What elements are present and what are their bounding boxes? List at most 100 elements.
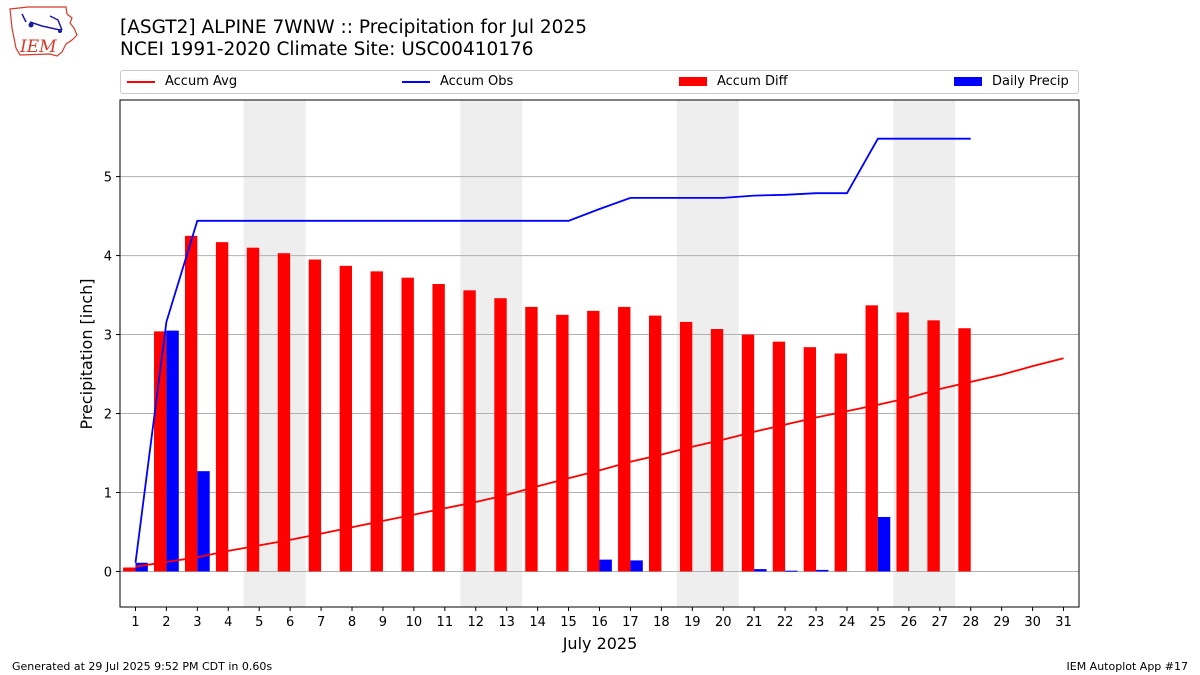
accum-diff-bar (648, 315, 662, 572)
legend-swatch-accum-obs (402, 80, 430, 83)
accum-diff-bar (494, 298, 507, 572)
x-tick-label: 15 (560, 615, 577, 630)
y-ticks: 0 1 2 3 4 5 (104, 171, 120, 580)
legend-label-daily-precip: Daily Precip (992, 74, 1069, 89)
accum-diff-bar (772, 341, 786, 572)
x-tick-label: 24 (839, 615, 856, 630)
daily-precip-bar (197, 471, 210, 572)
accum-obs-line (134, 137, 971, 563)
x-tick-label: 6 (286, 615, 294, 630)
accum-diff-bar (618, 306, 631, 572)
chart-title: [ASGT2] ALPINE 7WNW :: Precipitation for… (120, 17, 587, 38)
y-tick-label: 3 (104, 329, 112, 344)
x-tick-label: 25 (870, 615, 887, 630)
iem-logo-text: IEM (19, 37, 57, 57)
daily-precip-bar (877, 516, 891, 572)
accum-diff-bar (215, 242, 229, 572)
accum-diff-bar (803, 347, 817, 572)
legend-item-accum-diff: Accum Diff (679, 74, 788, 89)
x-tick-label: 19 (684, 615, 701, 630)
x-tick-label: 2 (162, 615, 170, 630)
accum-diff-bar (123, 567, 136, 572)
x-tick-label: 26 (901, 615, 918, 630)
legend-label-accum-diff: Accum Diff (717, 74, 788, 89)
accum-diff-bar (741, 334, 755, 572)
x-tick-label: 29 (993, 615, 1010, 630)
x-tick-label: 21 (746, 615, 763, 630)
iem-logo: IEM (9, 6, 78, 57)
x-tick-label: 30 (1024, 615, 1041, 630)
x-tick-label: 28 (962, 615, 979, 630)
x-tick-label: 22 (777, 615, 794, 630)
accum-diff-bar (679, 321, 693, 572)
y-axis-label: Precipitation [inch] (77, 278, 96, 429)
x-tick-label: 20 (715, 615, 732, 630)
daily-precip-bar (785, 570, 798, 572)
y-tick-label: 2 (104, 408, 112, 423)
x-tick-label: 27 (932, 615, 949, 630)
accum-diff-bar (587, 310, 600, 572)
chart-subtitle: NCEI 1991-2020 Climate Site: USC00410176 (120, 39, 534, 60)
accum-diff-bar (834, 353, 847, 572)
daily-precip-bar (135, 562, 148, 572)
legend-swatch-accum-avg (127, 80, 155, 83)
accum-diff-bar (865, 305, 878, 572)
legend: Accum Avg Accum Obs Accum Diff Daily Pre… (120, 70, 1079, 94)
accum-diff-bar (463, 290, 476, 572)
accum-diff-bar (308, 259, 322, 572)
accum-avg-line (135, 357, 1064, 568)
accum-diff-bar (184, 235, 198, 572)
x-tick-label: 10 (406, 615, 423, 630)
x-tick-label: 13 (498, 615, 515, 630)
x-tick-label: 8 (348, 615, 356, 630)
x-tick-label: 17 (622, 615, 639, 630)
accum-diff-bar (401, 277, 414, 572)
y-tick-label: 4 (104, 250, 112, 265)
x-tick-label: 11 (437, 615, 454, 630)
legend-item-accum-avg: Accum Avg (127, 74, 237, 89)
legend-item-accum-obs: Accum Obs (402, 74, 513, 89)
x-tick-label: 14 (529, 615, 546, 630)
x-tick-label: 9 (379, 615, 387, 630)
series-lines (134, 137, 1064, 568)
y-tick-label: 5 (104, 171, 112, 186)
x-axis-label: July 2025 (562, 634, 638, 653)
y-tick-label: 0 (104, 565, 112, 580)
legend-label-accum-obs: Accum Obs (440, 74, 514, 89)
x-tick-label: 5 (255, 615, 263, 630)
accum-diff-bar (246, 247, 260, 572)
x-tick-label: 18 (653, 615, 670, 630)
daily-precip-bar (754, 569, 767, 572)
accum-diff-bar (556, 314, 569, 572)
x-tick-label: 3 (193, 615, 201, 630)
accum-diff-bar (525, 306, 538, 572)
x-ticks: 1 2 3 4 5 6 7 8 9 10 11 12 13 14 15 16 17 18 19 20 21 22 23 24 2… (131, 607, 1072, 630)
accum-diff-bar (432, 284, 445, 572)
daily-precip-bar (816, 569, 829, 572)
legend-swatch-accum-diff (679, 77, 707, 86)
bars (123, 235, 971, 572)
x-tick-label: 12 (467, 615, 484, 630)
x-tick-label: 1 (131, 615, 139, 630)
x-tick-label: 23 (808, 615, 825, 630)
accum-diff-bar (370, 271, 383, 572)
x-tick-label: 16 (591, 615, 608, 630)
accum-diff-bar (277, 253, 291, 572)
accum-diff-bar (339, 265, 353, 572)
accum-diff-bar (958, 328, 971, 572)
x-tick-label: 4 (224, 615, 232, 630)
daily-precip-bar (599, 559, 612, 572)
accum-diff-bar (710, 329, 724, 572)
accum-diff-bar (927, 320, 940, 572)
legend-item-daily-precip: Daily Precip (954, 74, 1069, 89)
footer-app: IEM Autoplot App #17 (1066, 660, 1189, 673)
y-tick-label: 1 (104, 486, 112, 501)
accum-diff-bar (896, 312, 909, 572)
daily-precip-bar (166, 330, 179, 572)
footer-generated: Generated at 29 Jul 2025 9:52 PM CDT in … (12, 660, 273, 673)
legend-swatch-daily-precip (954, 77, 982, 86)
x-tick-label: 31 (1055, 615, 1072, 630)
daily-precip-bar (630, 560, 643, 572)
x-tick-label: 7 (317, 615, 325, 630)
